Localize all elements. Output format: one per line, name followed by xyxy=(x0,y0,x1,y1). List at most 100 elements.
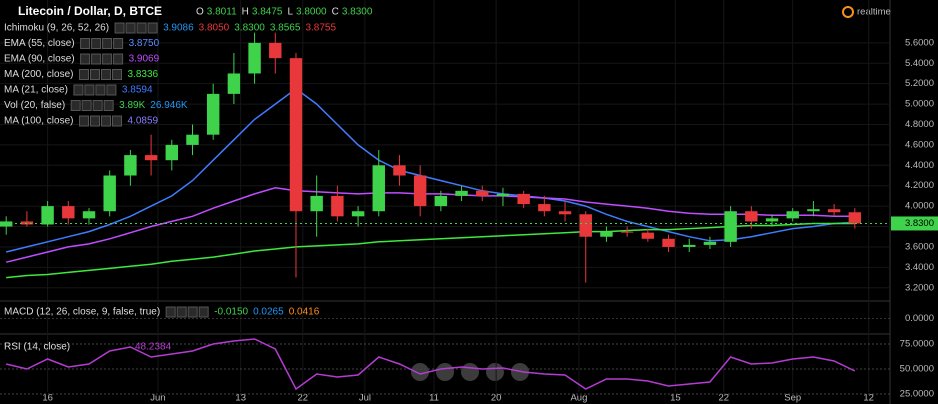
candle-body xyxy=(558,211,572,215)
indicator-button[interactable] xyxy=(111,115,122,127)
indicator-button[interactable] xyxy=(100,115,111,127)
y-tick-label: 0.0000 xyxy=(905,313,934,324)
ma-line xyxy=(6,222,855,279)
indicator-value: 48.2384 xyxy=(135,342,172,353)
candle-body xyxy=(455,190,468,196)
candle-body xyxy=(351,211,365,217)
y-tick-label: 25.0000 xyxy=(900,389,934,400)
indicator-button[interactable] xyxy=(81,100,92,111)
indicator-button[interactable] xyxy=(198,306,209,318)
x-tick-label: 16 xyxy=(42,393,53,404)
indicator-button[interactable] xyxy=(165,306,176,318)
indicator-button[interactable] xyxy=(103,100,114,111)
y-tick-label: 3.4000 xyxy=(905,262,934,273)
ohlc-value: 3.8475 xyxy=(252,7,283,18)
indicator-button[interactable] xyxy=(84,84,95,96)
candle-body xyxy=(807,209,820,212)
zoom-reset[interactable] xyxy=(461,363,479,381)
candle-body xyxy=(765,218,779,222)
candle-body xyxy=(745,211,758,222)
x-tick-label: 13 xyxy=(235,393,246,404)
indicator-button[interactable] xyxy=(92,100,103,111)
indicator-button[interactable] xyxy=(78,115,89,127)
indicator-value: 3.8336 xyxy=(127,69,158,80)
y-tick-label: 5.2000 xyxy=(905,78,934,89)
x-tick-label: 22 xyxy=(719,393,730,404)
y-tick-label: 50.0000 xyxy=(900,364,934,375)
indicator-name: Ichimoku (9, 26, 52, 26) xyxy=(4,23,109,34)
candle-body xyxy=(248,42,261,74)
ohlc-label: H xyxy=(242,7,249,18)
candle-body xyxy=(186,134,199,145)
x-tick-label: Sep xyxy=(784,393,801,404)
indicator-value: 26.946K xyxy=(150,100,188,111)
x-tick-label: 11 xyxy=(429,393,439,404)
indicator-button[interactable] xyxy=(89,115,100,127)
indicator-button[interactable] xyxy=(80,53,91,65)
indicator-button[interactable] xyxy=(113,38,124,49)
zoom-back[interactable] xyxy=(411,363,429,381)
zoom-out[interactable] xyxy=(436,363,454,381)
y-tick-label: 4.4000 xyxy=(905,160,934,171)
ohlc-value: 3.8300 xyxy=(342,7,373,18)
candle-body xyxy=(600,231,613,237)
indicator-value: 3.8565 xyxy=(270,23,301,34)
last-price-label: 3.8300 xyxy=(905,218,934,229)
indicator-button[interactable] xyxy=(106,84,117,96)
indicator-button[interactable] xyxy=(125,22,136,34)
ohlc-label: L xyxy=(287,7,293,18)
indicator-value: 4.0859 xyxy=(127,116,158,127)
indicator-button[interactable] xyxy=(102,38,113,49)
candle-body xyxy=(20,221,34,225)
indicator-value: 3.8750 xyxy=(129,38,160,49)
y-tick-label: 5.4000 xyxy=(905,58,934,69)
indicator-value: 0.0416 xyxy=(289,307,320,318)
candle-body xyxy=(206,93,220,135)
ohlc-label: C xyxy=(332,7,339,18)
zoom-in[interactable] xyxy=(486,363,504,381)
candle-body xyxy=(517,193,530,205)
ohlc-label: O xyxy=(196,7,204,18)
realtime-icon xyxy=(842,6,854,18)
indicator-button[interactable] xyxy=(176,306,187,318)
candle-body xyxy=(538,204,551,212)
candle-body xyxy=(476,190,489,196)
indicator-button[interactable] xyxy=(89,69,100,80)
indicator-button[interactable] xyxy=(78,69,89,80)
indicator-name: MACD (12, 26, close, 9, false, true) xyxy=(4,307,160,318)
indicator-value: 3.8755 xyxy=(305,23,336,34)
indicator-button[interactable] xyxy=(80,38,91,49)
indicator-button[interactable] xyxy=(187,306,198,318)
indicator-button[interactable] xyxy=(111,69,122,80)
candle-body xyxy=(683,244,696,247)
indicator-button[interactable] xyxy=(91,53,102,65)
indicator-button[interactable] xyxy=(73,84,84,96)
indicator-button[interactable] xyxy=(95,84,106,96)
candle-body xyxy=(827,209,841,213)
indicator-name: MA (21, close) xyxy=(4,85,68,96)
indicator-button[interactable] xyxy=(100,69,111,80)
candle-body xyxy=(269,42,282,59)
indicator-name: EMA (90, close) xyxy=(4,54,75,65)
candle-body xyxy=(331,195,344,217)
candle-body xyxy=(413,175,427,207)
x-tick-label: Jun xyxy=(150,393,165,404)
indicator-button[interactable] xyxy=(70,100,81,111)
indicator-button[interactable] xyxy=(114,22,125,34)
x-tick-label: 20 xyxy=(491,393,502,404)
candle-body xyxy=(662,238,675,247)
indicator-button[interactable] xyxy=(147,22,158,34)
last-price-box xyxy=(891,216,938,231)
ohlc-value: 3.8000 xyxy=(296,7,327,18)
chart-title: Litecoin / Dollar, D, BTCE xyxy=(18,4,162,18)
indicator-button[interactable] xyxy=(113,53,124,65)
indicator-button[interactable] xyxy=(136,22,147,34)
indicator-value: 0.0265 xyxy=(253,307,284,318)
x-tick-label: Jul xyxy=(359,393,371,404)
x-tick-label: 22 xyxy=(298,393,309,404)
indicator-button[interactable] xyxy=(102,53,113,65)
indicator-button[interactable] xyxy=(91,38,102,49)
x-tick-label: Aug xyxy=(570,393,587,404)
